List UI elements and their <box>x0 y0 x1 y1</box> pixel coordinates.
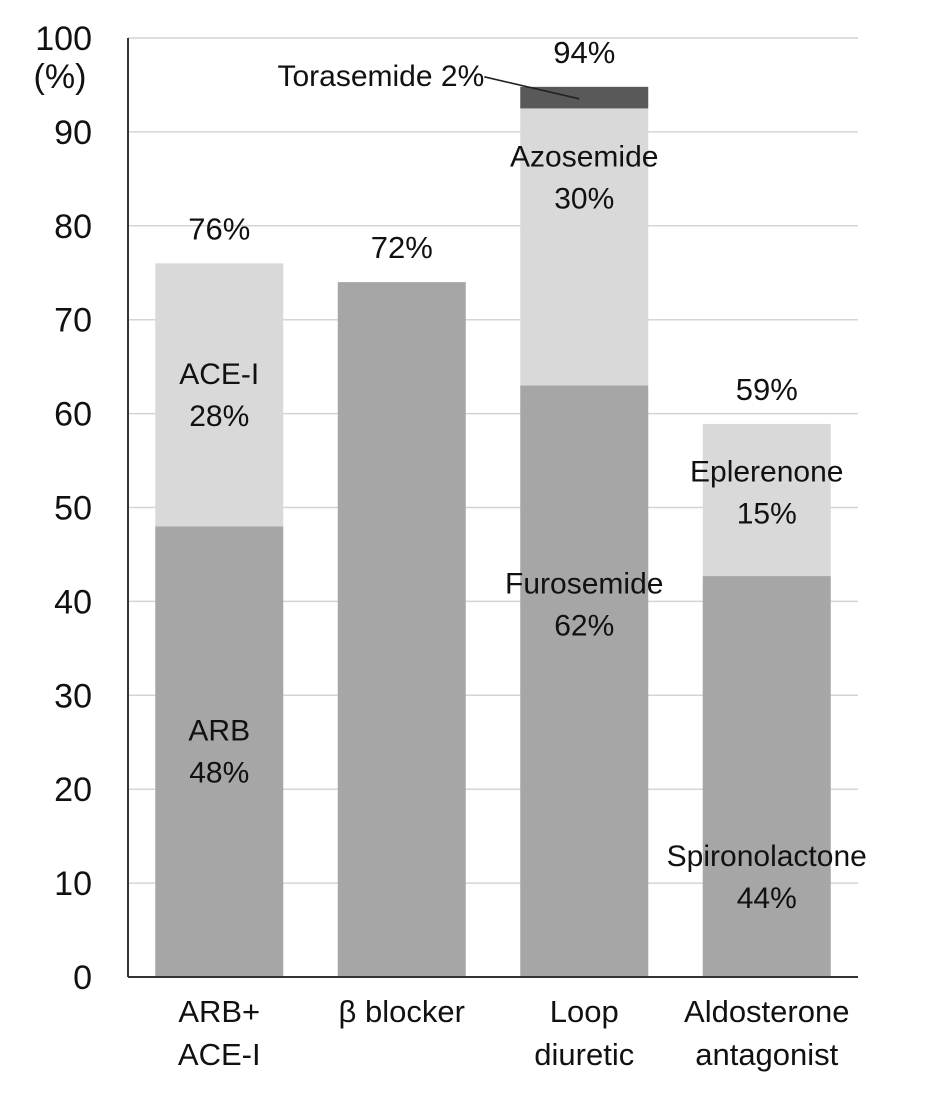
data-label: Furosemide 62% <box>505 567 663 642</box>
data-label: Eplerenone 15% <box>690 455 843 530</box>
y-tick-label: 40 <box>54 583 92 621</box>
bar-segment <box>702 423 831 577</box>
y-tick-label: 30 <box>54 677 92 715</box>
data-label: ACE-I 28% <box>179 358 259 433</box>
data-label: Spironolactone 44% <box>667 840 867 915</box>
bar-segment <box>520 108 649 386</box>
category-label: ARB+ ACE-I <box>178 994 261 1072</box>
category-labels: ARB+ ACE-I β blocker Loop diuretic Aldosteron… <box>178 994 850 1072</box>
y-tick-label: 100 <box>35 20 92 58</box>
y-tick-label: 10 <box>54 865 92 903</box>
bar-segment <box>520 385 649 977</box>
bar-segment <box>155 526 284 977</box>
total-label: 94% <box>553 35 615 70</box>
callout-line <box>484 76 580 100</box>
bars <box>155 86 831 977</box>
y-tick-label: 70 <box>54 302 92 340</box>
total-label: 76% <box>188 211 250 246</box>
category-label: Loop diuretic <box>534 994 634 1072</box>
y-tick-label: 0 <box>73 959 92 997</box>
y-tick-label: 50 <box>54 490 92 528</box>
y-tick-label: 90 <box>54 114 92 152</box>
data-label: ARB 48% <box>188 715 250 790</box>
y-tick-label: 20 <box>54 771 92 809</box>
total-label: 59% <box>736 372 798 407</box>
y-tick-labels: 0 10 20 30 40 50 60 70 80 90 100 <box>35 20 92 997</box>
total-label: 72% <box>371 230 433 265</box>
bar-segment <box>702 576 831 977</box>
category-label: Aldosterone antagonist <box>684 994 849 1072</box>
category-label: β blocker <box>339 994 465 1029</box>
y-tick-label: 80 <box>54 208 92 246</box>
bar-segment <box>155 263 284 527</box>
y-unit-label: (%) <box>34 58 87 96</box>
data-labels: ARB 48% ACE-I 28% 76% 72% Furosemide 62% Azosemi… <box>179 35 867 915</box>
y-tick-label: 60 <box>54 396 92 434</box>
data-label: Azosemide 30% <box>510 141 658 216</box>
bar-segment <box>337 282 466 977</box>
data-label: Torasemide 2% <box>277 60 484 93</box>
